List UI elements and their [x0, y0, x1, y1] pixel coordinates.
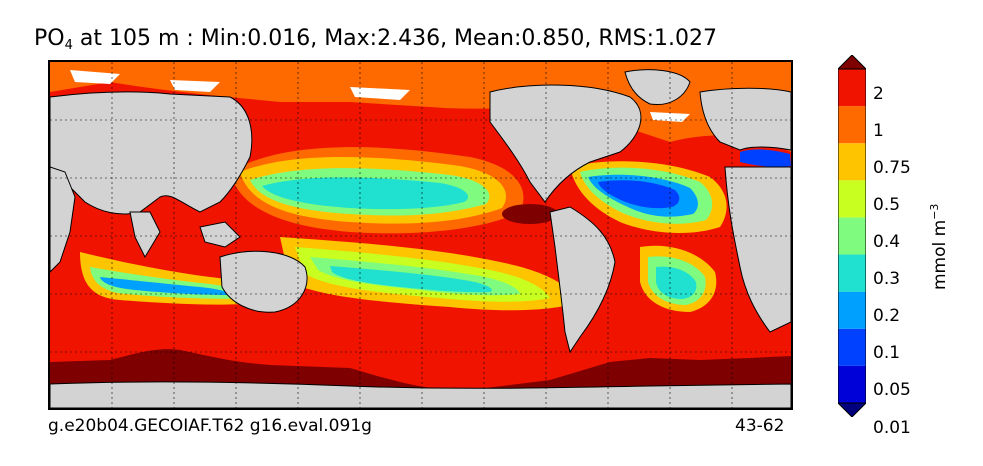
missing-data-patches [70, 70, 690, 122]
colorbar-tick-label: 0.05 [873, 380, 911, 401]
land-east-africa [50, 166, 76, 273]
colorbar-segment [838, 291, 866, 329]
title-variable: PO [34, 26, 65, 51]
colorbar-tick-label: 0.75 [873, 157, 911, 178]
colorbar-segment [838, 106, 866, 144]
colorbar-unit: mmol m [930, 219, 950, 290]
colorbar [838, 55, 866, 417]
eastern-pacific-high [502, 204, 558, 224]
land-masses [50, 69, 791, 408]
south-pacific-cyan [330, 266, 492, 293]
colorbar-segment [838, 69, 866, 107]
map-title: PO4 at 105 m : Min:0.016, Max:2.436, Mea… [34, 26, 717, 53]
colorbar-tick-label: 0.5 [873, 194, 901, 215]
colorbar-segment [838, 180, 866, 218]
indian-blue [100, 277, 229, 295]
colorbar-label: mmol m−3 [928, 204, 950, 290]
colorbar-segment [838, 365, 866, 403]
footer-case-name: g.e20b04.GECOIAF.T62 g16.eval.091g [48, 416, 372, 436]
colorbar-unit-exponent: −3 [928, 203, 941, 220]
land-india [129, 211, 161, 259]
land-europe [699, 87, 791, 151]
land-south-america [549, 206, 616, 354]
northern-orange-zone [50, 62, 791, 152]
colorbar-extend-min [838, 402, 866, 417]
colorbar-segment [838, 217, 866, 255]
south-atlantic-cyan [656, 266, 697, 299]
colorbar-tick-label: 0.3 [873, 269, 901, 290]
colorbar-tick-label: 0.01 [873, 417, 911, 438]
colorbar-tick-label: 0.1 [873, 343, 901, 364]
title-subscript: 4 [64, 38, 73, 53]
colorbar-tick-label: 2 [873, 83, 884, 104]
map-svg [50, 62, 791, 408]
colorbar-segment [838, 143, 866, 181]
colorbar-tick-label: 0.2 [873, 306, 901, 327]
land-africa-west [724, 166, 791, 333]
colorbar-segment [838, 328, 866, 366]
atlantic-core-blue [598, 180, 680, 209]
land-greenland [624, 69, 691, 106]
global-map [48, 60, 793, 410]
land-eurasia [50, 91, 253, 215]
land-indonesia [199, 221, 241, 248]
land-north-america [489, 84, 642, 203]
land-antarctica [50, 381, 791, 408]
colorbar-tick-label: 0.4 [873, 232, 901, 252]
colorbar-frame [838, 68, 866, 404]
colorbar-tick-label: 1 [873, 120, 884, 141]
title-stats: at 105 m : Min:0.016, Max:2.436, Mean:0.… [72, 26, 718, 51]
land-australia [219, 250, 308, 313]
colorbar-extend-max [838, 55, 866, 70]
mediterranean-blue [740, 149, 791, 167]
pacific-gyre-cyan [262, 177, 469, 210]
footer-years: 43-62 [735, 416, 785, 436]
colorbar-segment [838, 254, 866, 292]
map-gridlines [50, 62, 791, 408]
